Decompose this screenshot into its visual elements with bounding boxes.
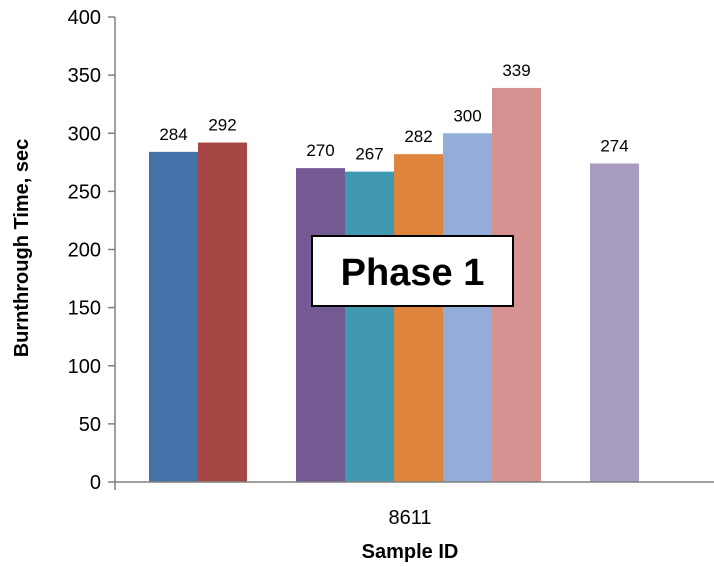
bar-value-label: 270 — [306, 141, 334, 160]
bar — [345, 171, 394, 483]
y-tick-label: 250 — [68, 181, 101, 203]
bar-value-label: 292 — [208, 116, 236, 135]
y-tick-label: 200 — [68, 240, 101, 262]
bar — [296, 168, 345, 482]
bar — [394, 154, 443, 483]
bar — [443, 133, 492, 482]
y-tick-label: 300 — [68, 123, 101, 145]
bar-value-label: 274 — [600, 136, 628, 155]
bar — [149, 151, 198, 482]
y-axis: 0 50 100 150 200 250 300 350 400 — [68, 7, 116, 494]
phase-annotation-text: Phase 1 — [341, 252, 485, 294]
bar-value-label: 339 — [502, 61, 530, 80]
y-tick-label: 400 — [68, 7, 101, 29]
phase-annotation: Phase 1 — [311, 235, 514, 307]
bar — [590, 163, 639, 482]
y-tick-label: 100 — [68, 356, 101, 378]
bar-value-label: 267 — [355, 145, 383, 164]
x-axis-title: Sample ID — [362, 541, 459, 563]
bar-value-label: 284 — [159, 125, 187, 144]
bar-value-label: 282 — [404, 127, 432, 146]
bar — [198, 142, 247, 483]
y-tick-label: 0 — [90, 472, 101, 494]
y-tick-label: 50 — [79, 414, 101, 436]
y-axis-title: Burnthrough Time, sec — [11, 139, 33, 358]
x-axis — [114, 481, 714, 490]
data-labels: 284 292 270 267 282 300 339 274 — [159, 61, 628, 164]
phase-annotation-box — [311, 235, 514, 307]
y-tick-label: 350 — [68, 65, 101, 87]
category-label: 8611 — [388, 507, 431, 529]
y-tick-label: 150 — [68, 298, 101, 320]
bar-value-label: 300 — [453, 106, 481, 125]
bars — [149, 87, 639, 483]
